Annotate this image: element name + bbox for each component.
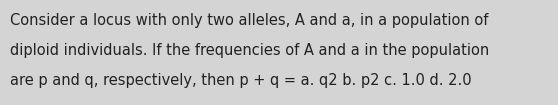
Text: are p and q, respectively, then p + q = a. q2 b. p2 c. 1.0 d. 2.0: are p and q, respectively, then p + q = … [10, 74, 472, 89]
Text: Consider a locus with only two alleles, A and a, in a population of: Consider a locus with only two alleles, … [10, 13, 488, 28]
Text: diploid individuals. If the frequencies of A and a in the population: diploid individuals. If the frequencies … [10, 43, 489, 58]
